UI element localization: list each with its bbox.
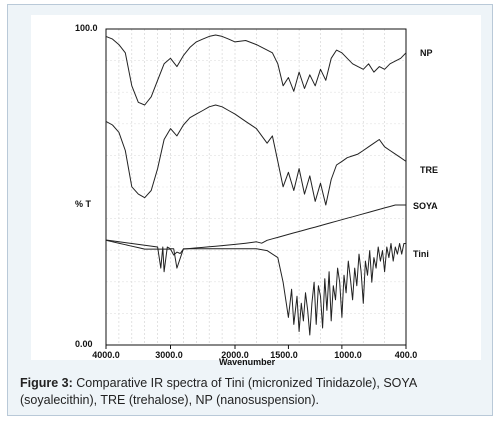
caption-label: Figure 3: xyxy=(20,376,73,390)
chart-panel: 100.0 0.00 % T NP TRE SOYA Tini 4000.0 3… xyxy=(31,15,481,367)
figure-caption: Figure 3: Comparative IR spectra of Tini… xyxy=(20,375,490,409)
series-label-soya: SOYA xyxy=(413,201,438,211)
series-line-tre xyxy=(105,104,407,206)
x-ticks xyxy=(105,345,407,349)
series-line-tini xyxy=(105,239,406,336)
x-axis-label: Wavenumber xyxy=(219,357,276,367)
x-tick-3000: 3000.0 xyxy=(155,350,183,360)
figure-frame: 100.0 0.00 % T NP TRE SOYA Tini 4000.0 3… xyxy=(7,4,493,416)
series-line-soya xyxy=(105,204,406,256)
y-tick-bottom: 0.00 xyxy=(75,339,93,349)
series-label-tre: TRE xyxy=(420,165,438,175)
series-lines xyxy=(105,34,407,336)
caption-text: Comparative IR spectra of Tini (microniz… xyxy=(20,376,417,407)
x-tick-1000: 1000.0 xyxy=(334,350,362,360)
series-label-np: NP xyxy=(420,48,433,58)
x-tick-4000: 4000.0 xyxy=(92,350,120,360)
ir-spectra-plot xyxy=(105,28,407,349)
y-tick-top: 100.0 xyxy=(75,23,98,33)
plot-frame xyxy=(105,28,407,346)
series-line-np xyxy=(105,34,407,106)
series-label-tini: Tini xyxy=(413,249,429,259)
grid xyxy=(105,29,407,345)
y-axis-label: % T xyxy=(75,199,92,209)
x-tick-2000: 2000.0 xyxy=(221,350,249,360)
x-tick-400: 400.0 xyxy=(394,350,418,360)
x-tick-1500: 1500.0 xyxy=(270,350,298,360)
